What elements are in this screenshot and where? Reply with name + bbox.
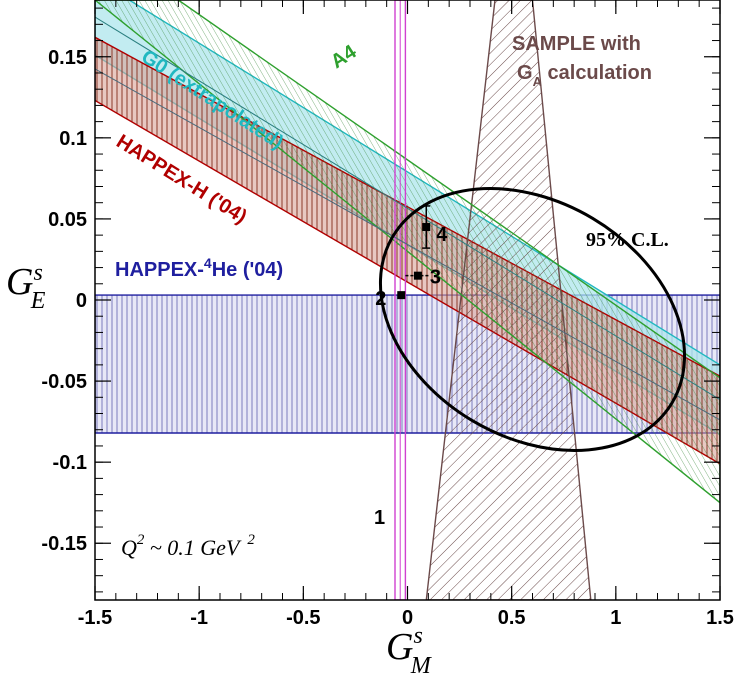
x-tick-label: -1.5: [78, 607, 112, 629]
bands-layer: [95, 0, 720, 600]
y-tick-label: 0.15: [48, 47, 87, 69]
confidence-label: 95% C.L.: [586, 229, 669, 251]
label-sample-line2: GA calculation: [517, 62, 652, 89]
data-point-2: [397, 291, 406, 300]
x-tick-label: -1: [190, 607, 208, 629]
q2-annotation: Q2 ~ 0.1 GeV 2: [121, 532, 255, 560]
point-label-2: 2: [375, 288, 386, 310]
label-a4: A4: [327, 40, 361, 73]
y-tick-label: 0.1: [59, 128, 87, 150]
point-label-3: 3: [430, 267, 441, 289]
band-line1: [394, 0, 407, 600]
data-point-3: [413, 271, 422, 280]
x-tick-label: 0: [402, 607, 413, 629]
x-axis-title: Gs M: [386, 623, 433, 679]
ticks-layer: -1.5 -1 -0.5 0 0.5 1 1.5 -0.15 -0.1 -0.05 0 0.05 0.1…: [41, 0, 734, 629]
line1-label: 1: [374, 507, 385, 529]
x-tick-label: 0.5: [498, 607, 526, 629]
points-layer: 2 3 4: [375, 205, 448, 310]
label-sample-line1: SAMPLE with: [512, 33, 641, 55]
confidence-ellipse-layer: [378, 187, 687, 452]
band-a4: [95, 0, 720, 504]
x-tick-label: 1: [610, 607, 621, 629]
x-tick-label: 1.5: [706, 607, 734, 629]
confidence-ellipse: [378, 187, 687, 452]
y-tick-label: 0.05: [48, 209, 87, 231]
y-tick-label: 0: [76, 290, 87, 312]
y-tick-label: -0.05: [41, 371, 87, 393]
data-point-4: [422, 223, 431, 232]
x-tick-label: -0.5: [286, 607, 320, 629]
y-tick-label: -0.15: [41, 533, 87, 555]
point-label-4: 4: [436, 224, 448, 246]
y-axis-title: Gs E: [6, 260, 46, 314]
label-happex-4he: HAPPEX-4He ('04): [115, 255, 283, 281]
y-tick-label: -0.1: [53, 452, 87, 474]
band-g0-center-line: [95, 16, 720, 401]
band-happex-h-center-line: [95, 68, 720, 421]
